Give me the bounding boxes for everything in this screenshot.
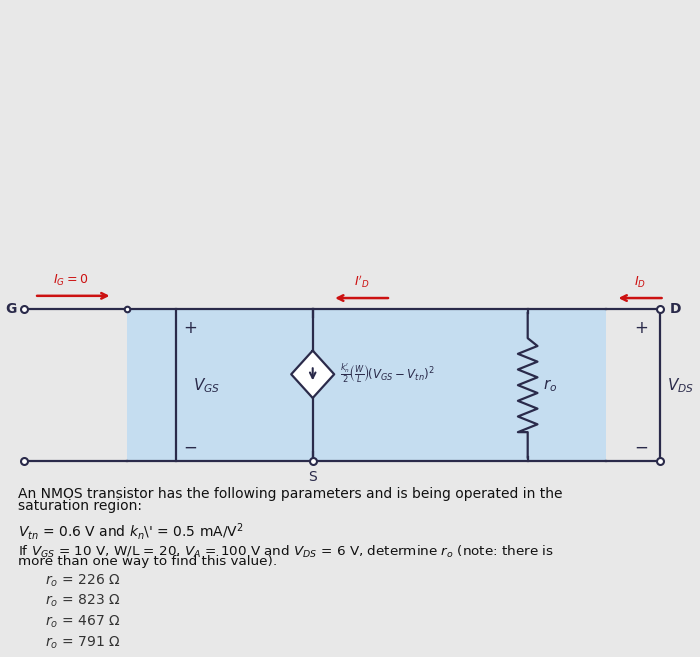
Text: $r_o$: $r_o$ (543, 377, 558, 394)
Text: $V_{GS}$: $V_{GS}$ (193, 376, 220, 394)
Text: −: − (183, 439, 197, 457)
Text: $V_{tn}$ = 0.6 V and $k_n$\' = 0.5 mA/V$^2$: $V_{tn}$ = 0.6 V and $k_n$\' = 0.5 mA/V$… (18, 521, 244, 542)
Text: $r_o$ = 467 $\Omega$: $r_o$ = 467 $\Omega$ (45, 614, 120, 630)
Text: $I_D$: $I_D$ (634, 275, 646, 290)
FancyBboxPatch shape (127, 309, 606, 461)
Text: If $V_{GS}$ = 10 V, W/L = 20, $V_A$ = 100 V and $V_{DS}$ = 6 V, determine $r_o$ : If $V_{GS}$ = 10 V, W/L = 20, $V_A$ = 10… (18, 543, 554, 560)
Text: −: − (634, 439, 648, 457)
Text: $V_{DS}$: $V_{DS}$ (667, 376, 694, 394)
Polygon shape (291, 351, 334, 398)
Text: +: + (634, 319, 648, 336)
Text: more than one way to find this value).: more than one way to find this value). (18, 555, 276, 568)
Text: $\frac{k_n'}{2}\!\left(\frac{W}{L}\right)\!(V_{GS}-V_{tn})^2$: $\frac{k_n'}{2}\!\left(\frac{W}{L}\right… (340, 361, 435, 385)
Text: $r_o$ = 823 $\Omega$: $r_o$ = 823 $\Omega$ (45, 593, 120, 610)
Text: An NMOS transistor has the following parameters and is being operated in the: An NMOS transistor has the following par… (18, 487, 562, 501)
Text: $I'_D$: $I'_D$ (354, 273, 370, 290)
Text: $r_o$ = 226 $\Omega$: $r_o$ = 226 $\Omega$ (45, 572, 120, 589)
Text: saturation region:: saturation region: (18, 499, 141, 513)
Text: S: S (308, 470, 317, 484)
Text: $r_o$ = 791 $\Omega$: $r_o$ = 791 $\Omega$ (45, 635, 120, 651)
Text: $I_G = 0$: $I_G = 0$ (53, 273, 88, 288)
Text: G: G (5, 302, 17, 316)
Text: +: + (183, 319, 197, 336)
Text: D: D (669, 302, 681, 316)
